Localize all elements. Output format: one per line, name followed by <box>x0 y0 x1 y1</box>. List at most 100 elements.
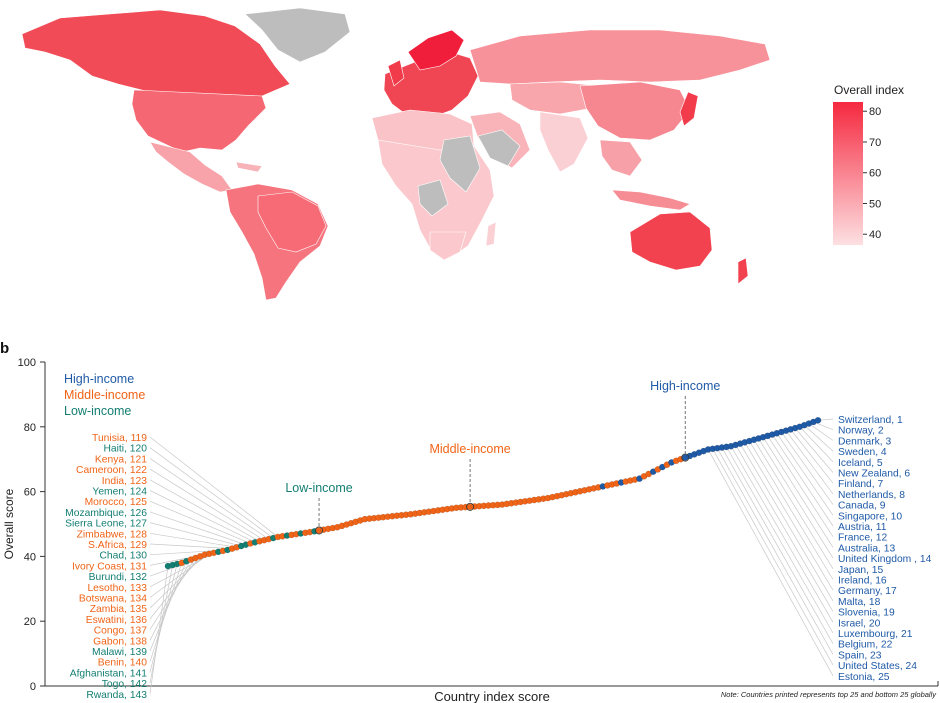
country-label-top: Switzerland, 1 <box>838 415 903 426</box>
country-label-bottom: Tunisia, 119 <box>92 433 147 444</box>
group-annotations: Low-income Middle-income High-income <box>285 379 720 535</box>
connector-line <box>149 490 256 543</box>
country-label-top: Netherlands, 8 <box>838 490 905 501</box>
y-tick-label: 100 <box>18 357 36 369</box>
region-indonesia <box>611 189 691 211</box>
country-label-bottom: Eswatini, 136 <box>86 615 148 626</box>
connector-line <box>149 563 178 673</box>
legend-middle-income: Middle-income <box>64 388 145 402</box>
region-russia <box>469 29 771 85</box>
connector-line <box>149 543 233 549</box>
legend-high-income: High-income <box>64 372 134 386</box>
region-madagascar <box>485 221 497 247</box>
region-scandinavia <box>407 29 465 71</box>
connector-line <box>149 532 237 548</box>
data-point-high <box>814 417 822 424</box>
connector-line <box>149 566 169 694</box>
y-axis-ticks: 0 20 40 60 80 100 <box>18 357 45 693</box>
country-label-bottom: Zimbabwe, 128 <box>77 529 148 540</box>
label-connector-lines <box>149 418 834 694</box>
country-label-bottom: Cameroon, 122 <box>76 465 147 476</box>
map-legend-tick-label: 80 <box>869 106 881 118</box>
connector-line <box>149 447 274 539</box>
chart-note: Note: Countries printed represents top 2… <box>721 690 937 699</box>
region-australia <box>629 211 713 271</box>
country-label-top: Luxembourg, 21 <box>838 629 913 640</box>
country-label-top: Canada, 9 <box>838 501 886 512</box>
data-points <box>164 417 822 570</box>
region-africa-no-data <box>439 135 481 193</box>
scatter-chart: b 0 20 40 60 80 100 Overall score Country ind… <box>0 340 939 703</box>
connector-line <box>749 440 834 580</box>
country-label-bottom: Chad, 130 <box>99 551 147 562</box>
country-label-bottom: Afghanistan, 141 <box>70 668 148 679</box>
country-label-bottom: Togo, 142 <box>102 679 148 690</box>
region-central-asia <box>509 81 601 115</box>
connector-line <box>149 511 246 546</box>
region-mexico-central-america <box>149 141 233 193</box>
country-label-bottom: Haiti, 120 <box>103 444 147 455</box>
country-label-top: United Kingdom , 14 <box>838 554 932 565</box>
country-label-top: Malta, 18 <box>838 597 881 608</box>
connector-line <box>149 564 173 684</box>
country-label-top: Finland, 7 <box>838 479 883 490</box>
country-label-bottom: Rwanda, 143 <box>86 690 147 701</box>
connector-line <box>149 500 251 544</box>
country-label-bottom: India, 123 <box>102 476 148 487</box>
map-legend-tick-label: 50 <box>869 198 881 210</box>
country-label-bottom: Sierra Leone, 127 <box>65 519 147 530</box>
y-tick-label: 20 <box>24 616 36 628</box>
country-label-top: Denmark, 3 <box>838 436 891 447</box>
map-legend-tick-label: 40 <box>869 229 881 241</box>
map-legend-title: Overall index <box>834 83 904 97</box>
country-label-top: Spain, 23 <box>838 650 882 661</box>
country-label-bottom: Congo, 137 <box>94 626 148 637</box>
annotation-middle-income: Middle-income <box>429 442 510 456</box>
connector-line <box>707 449 834 676</box>
country-label-top: New Zealand, 6 <box>838 469 910 480</box>
connector-line <box>794 427 834 473</box>
connector-line <box>785 430 834 495</box>
connector-line <box>813 421 834 431</box>
country-label-top: Germany, 17 <box>838 586 897 597</box>
annotation-marker <box>315 526 324 535</box>
country-label-top: France, 12 <box>838 533 887 544</box>
country-label-top: Ireland, 16 <box>838 576 887 587</box>
legend-low-income: Low-income <box>64 404 131 418</box>
country-label-top: Estonia, 25 <box>838 672 890 683</box>
world-choropleth-map: Overall index 80 70 60 50 40 <box>21 7 904 301</box>
region-caribbean <box>235 161 263 173</box>
connector-line <box>149 479 260 542</box>
country-label-top: Belgium, 22 <box>838 640 893 651</box>
connector-line <box>771 434 834 527</box>
connector-line <box>776 433 834 516</box>
country-label-bottom: S.Africa, 129 <box>88 540 147 551</box>
connector-line <box>149 556 201 620</box>
country-label-bottom: Benin, 140 <box>98 658 148 669</box>
connector-line <box>753 439 834 569</box>
country-label-bottom: Botswana, 134 <box>79 594 147 605</box>
annotation-marker <box>466 502 475 511</box>
region-brazil <box>257 191 327 253</box>
region-china <box>579 81 691 141</box>
map-legend-tick-label: 70 <box>869 137 881 149</box>
annotation-marker <box>681 453 690 462</box>
country-label-bottom: Morocco, 125 <box>85 497 148 508</box>
connector-line <box>149 562 183 662</box>
panel-label: b <box>0 340 9 357</box>
connector-line <box>149 557 196 630</box>
connector-line <box>808 423 834 441</box>
region-southern-africa <box>429 231 467 261</box>
y-axis-label: Overall score <box>2 488 16 559</box>
map-legend-ticks: 80 70 60 50 40 <box>863 106 881 241</box>
country-label-top: Austria, 11 <box>838 522 887 533</box>
country-label-bottom: Malawi, 139 <box>92 647 147 658</box>
country-label-top: Israel, 20 <box>838 618 881 629</box>
connector-line <box>804 424 834 452</box>
connector-line <box>712 448 834 666</box>
connector-line <box>739 443 834 602</box>
connector-line <box>767 435 834 537</box>
